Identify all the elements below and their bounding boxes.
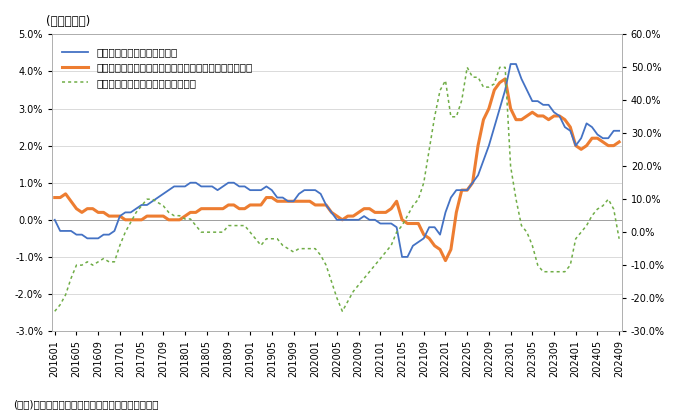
Legend: 生鮮食品を除く総合（左軸）, 食料（酒類を除く）及びエネルギーを除く総合（左軸）, 輸入物価指数（円ベース）（右軸）: 生鮮食品を除く総合（左軸）, 食料（酒類を除く）及びエネルギーを除く総合（左軸）… xyxy=(58,43,256,92)
Text: (前年同月比): (前年同月比) xyxy=(46,15,90,28)
Text: (出所)　総務省、日本銀行より野村総合研究所作成: (出所) 総務省、日本銀行より野村総合研究所作成 xyxy=(14,399,159,409)
